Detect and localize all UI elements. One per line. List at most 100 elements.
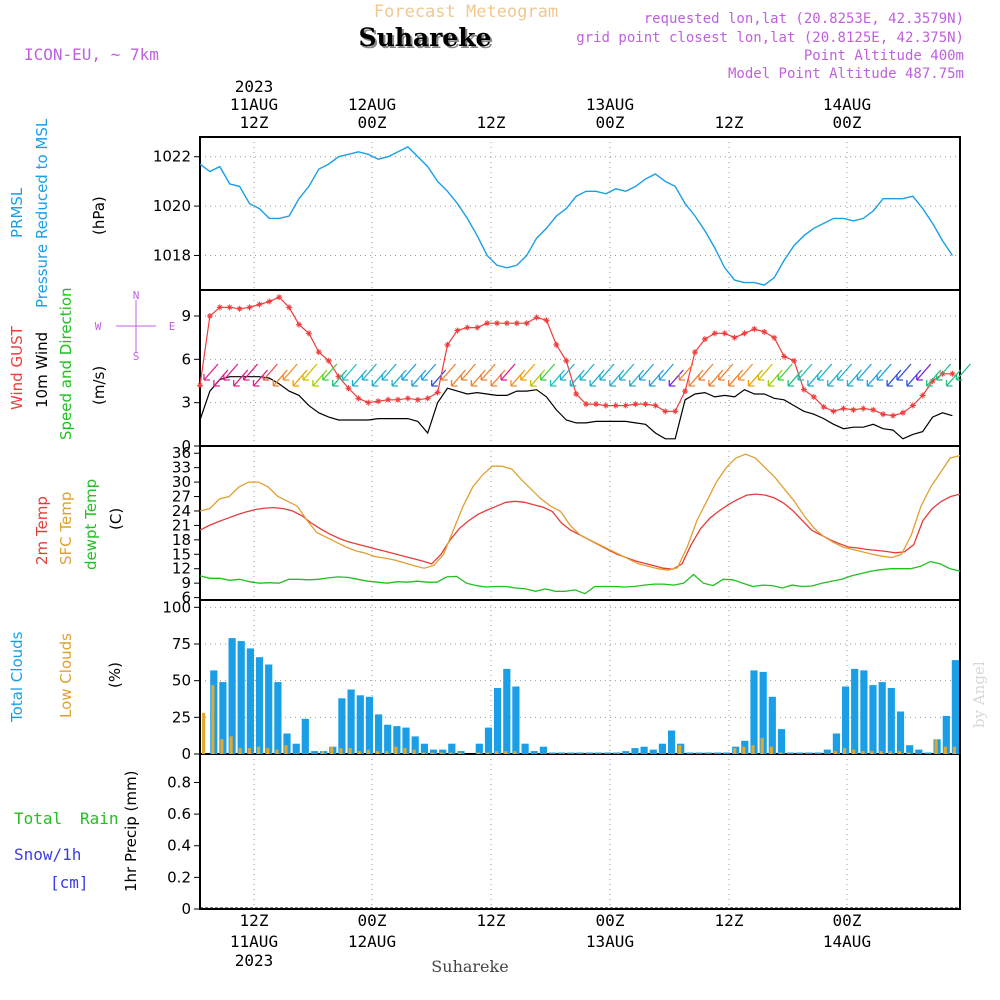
gust-marker	[276, 294, 283, 301]
wind-direction-arrow	[896, 363, 912, 381]
ytick-label-2-0: 6	[181, 589, 191, 607]
cloud-total-bar	[439, 749, 447, 754]
top-day-0: 11AUG	[230, 95, 278, 114]
gust-marker	[632, 401, 639, 408]
cloud-total-bar	[796, 752, 804, 754]
wind-direction-arrow	[322, 363, 338, 381]
wind-direction-arrow	[817, 363, 833, 381]
cloud-low-bar	[751, 745, 755, 754]
gust-marker	[434, 389, 441, 396]
wind-direction-arrow	[371, 369, 387, 387]
wind-direction-arrow	[391, 369, 407, 387]
bottom-hour-4: 12Z	[715, 911, 744, 930]
wind-direction-arrow	[213, 369, 229, 387]
wind-direction-arrow	[609, 369, 625, 387]
top-hour-4: 12Z	[715, 113, 744, 132]
cloud-total-bar	[613, 752, 621, 754]
cloud-low-bar	[861, 751, 865, 754]
bottom-hour-5: 00Z	[833, 911, 862, 930]
cloud-total-bar	[347, 689, 355, 754]
cloud-total-bar	[924, 752, 932, 754]
ytick-label-2-6: 24	[172, 502, 191, 520]
bottom-location: Suhareke	[431, 957, 508, 976]
cloud-total-bar	[695, 752, 703, 754]
gust-marker	[385, 396, 392, 403]
wind-direction-arrow	[866, 369, 882, 387]
top-hour-5: 00Z	[833, 113, 862, 132]
ytick-label-0-0: 1018	[153, 246, 191, 264]
cloud-total-bar	[420, 743, 428, 754]
gust-marker	[325, 357, 332, 364]
cloud-low-bar	[357, 751, 361, 754]
cloud-low-bar	[778, 752, 783, 754]
label-snow: Snow/1h	[14, 845, 81, 864]
label-hpa: (hPa)	[90, 196, 108, 235]
wind-direction-arrow	[718, 363, 734, 381]
gust-marker	[602, 402, 609, 409]
wind-direction-arrow	[262, 363, 278, 381]
cloud-low-bar	[897, 751, 902, 754]
gust-marker	[919, 392, 926, 399]
cloud-total-bar	[255, 657, 264, 754]
ytick-label-2-5: 21	[172, 516, 191, 534]
gust-marker	[593, 401, 599, 408]
panel-frame-4	[199, 753, 961, 910]
point-altitude: Point Altitude 400m	[804, 48, 964, 64]
wind-direction-arrow	[341, 363, 358, 381]
cloud-total-bar	[274, 682, 282, 754]
gust-marker	[355, 395, 362, 402]
gust-marker	[622, 402, 629, 409]
compass-east: E	[169, 320, 176, 333]
cloud-low-bar	[952, 746, 956, 754]
wind-direction-arrow	[361, 363, 377, 381]
cloud-low-bar	[275, 749, 279, 754]
compass-icon: N S W E	[95, 289, 176, 363]
cloud-low-bar	[833, 751, 837, 754]
cloud-low-bar	[742, 746, 746, 754]
wind-direction-arrow	[272, 369, 288, 387]
wind-direction-arrow	[579, 363, 595, 381]
label-sfc-temp: SFC Temp	[57, 492, 75, 565]
ytick-label-1-1: 3	[181, 394, 191, 412]
cloud-total-bar	[878, 682, 886, 754]
gust-marker	[553, 341, 560, 348]
cloud-low-bar	[202, 712, 206, 754]
ytick-label-3-0: 0	[181, 745, 191, 763]
temp-line-1	[199, 453, 961, 571]
gust-marker	[286, 304, 293, 311]
gust-marker	[850, 406, 857, 413]
wind-direction-arrow	[332, 369, 348, 387]
gust-marker	[583, 401, 590, 408]
cloud-total-bar	[521, 743, 529, 754]
cloud-total-bar	[301, 718, 309, 754]
cloud-low-bar	[504, 751, 508, 754]
cloud-low-bar	[943, 746, 947, 754]
cloud-total-bar	[787, 752, 795, 754]
cloud-total-bar	[448, 743, 456, 754]
gust-marker	[899, 409, 906, 416]
gust-marker	[662, 408, 669, 415]
cloud-total-bar	[887, 688, 895, 754]
bottom-day-5: 14AUG	[823, 932, 871, 951]
gust-marker	[860, 405, 867, 412]
temp-line-2	[199, 560, 961, 595]
label-prmsl-long: Pressure Reduced to MSL	[33, 118, 51, 308]
label-celsius: (C)	[107, 508, 125, 530]
cloud-low-bar	[330, 746, 334, 754]
gust-marker	[949, 370, 956, 377]
wind-direction-arrow	[807, 369, 823, 387]
ytick-label-1-2: 6	[181, 350, 191, 368]
cloud-total-bar	[219, 682, 227, 754]
cloud-low-bar	[394, 746, 398, 754]
bottom-day-1: 12AUG	[348, 932, 396, 951]
label-total-clouds: Total Clouds	[8, 631, 26, 723]
ytick-label-2-10: 36	[172, 444, 191, 462]
cloud-total-bar	[393, 726, 401, 754]
gust-line	[199, 296, 953, 417]
cloud-low-bar	[229, 736, 233, 754]
label-low-clouds: Low Clouds	[57, 633, 75, 718]
wind-direction-arrow	[757, 363, 773, 381]
cloud-total-bar	[603, 752, 612, 754]
compass-west: W	[95, 320, 102, 333]
